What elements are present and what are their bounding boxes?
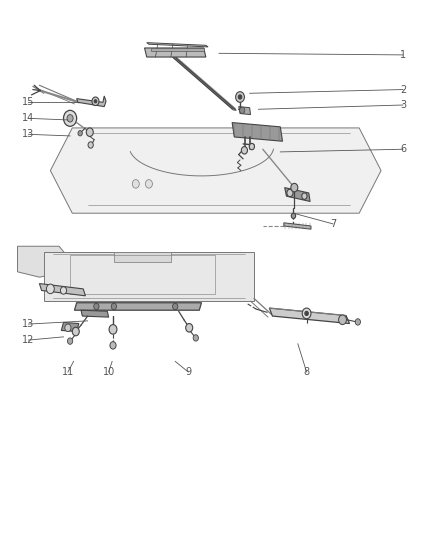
- Circle shape: [92, 97, 99, 106]
- Polygon shape: [147, 43, 208, 47]
- Circle shape: [302, 308, 311, 319]
- Circle shape: [46, 284, 54, 294]
- Circle shape: [60, 287, 67, 294]
- Circle shape: [111, 303, 117, 310]
- Circle shape: [67, 338, 73, 344]
- Text: 13: 13: [22, 319, 35, 329]
- Circle shape: [355, 319, 360, 325]
- Circle shape: [305, 311, 308, 316]
- Polygon shape: [151, 48, 204, 51]
- Text: 2: 2: [400, 85, 406, 94]
- Polygon shape: [239, 107, 251, 115]
- Circle shape: [236, 92, 244, 102]
- Polygon shape: [145, 48, 206, 57]
- Polygon shape: [232, 123, 283, 141]
- Polygon shape: [81, 310, 109, 317]
- Text: 12: 12: [22, 335, 35, 345]
- Circle shape: [94, 303, 99, 310]
- Polygon shape: [285, 188, 310, 201]
- Polygon shape: [44, 252, 254, 301]
- Circle shape: [65, 324, 71, 332]
- Circle shape: [67, 115, 73, 122]
- Polygon shape: [77, 96, 106, 107]
- Circle shape: [78, 131, 82, 136]
- Circle shape: [193, 335, 198, 341]
- Text: 11: 11: [62, 367, 74, 377]
- Circle shape: [72, 327, 79, 336]
- Polygon shape: [50, 128, 381, 213]
- Circle shape: [339, 315, 346, 325]
- Circle shape: [86, 128, 93, 136]
- Polygon shape: [74, 303, 201, 310]
- Circle shape: [302, 193, 307, 199]
- Circle shape: [88, 142, 93, 148]
- Text: 1: 1: [400, 50, 406, 60]
- Text: 7: 7: [330, 219, 336, 229]
- Polygon shape: [39, 284, 85, 296]
- Circle shape: [132, 180, 139, 188]
- Text: 8: 8: [304, 367, 310, 377]
- Circle shape: [241, 147, 247, 154]
- Circle shape: [173, 303, 178, 310]
- Circle shape: [109, 325, 117, 334]
- Circle shape: [110, 342, 116, 349]
- Text: 10: 10: [102, 367, 115, 377]
- Circle shape: [238, 95, 242, 99]
- Circle shape: [249, 143, 254, 150]
- Text: 15: 15: [22, 98, 35, 107]
- Polygon shape: [18, 246, 68, 277]
- Text: 3: 3: [400, 100, 406, 110]
- Text: 9: 9: [185, 367, 191, 377]
- Circle shape: [64, 110, 77, 126]
- Text: 13: 13: [22, 130, 35, 139]
- Polygon shape: [61, 322, 79, 332]
- Circle shape: [186, 324, 193, 332]
- Circle shape: [145, 180, 152, 188]
- Polygon shape: [269, 308, 350, 324]
- Circle shape: [94, 100, 97, 103]
- Circle shape: [240, 107, 245, 114]
- Circle shape: [291, 183, 298, 192]
- Text: 6: 6: [400, 144, 406, 154]
- Polygon shape: [284, 223, 311, 229]
- Polygon shape: [114, 252, 171, 262]
- Circle shape: [291, 213, 296, 219]
- Circle shape: [287, 189, 293, 197]
- Text: 14: 14: [22, 114, 35, 123]
